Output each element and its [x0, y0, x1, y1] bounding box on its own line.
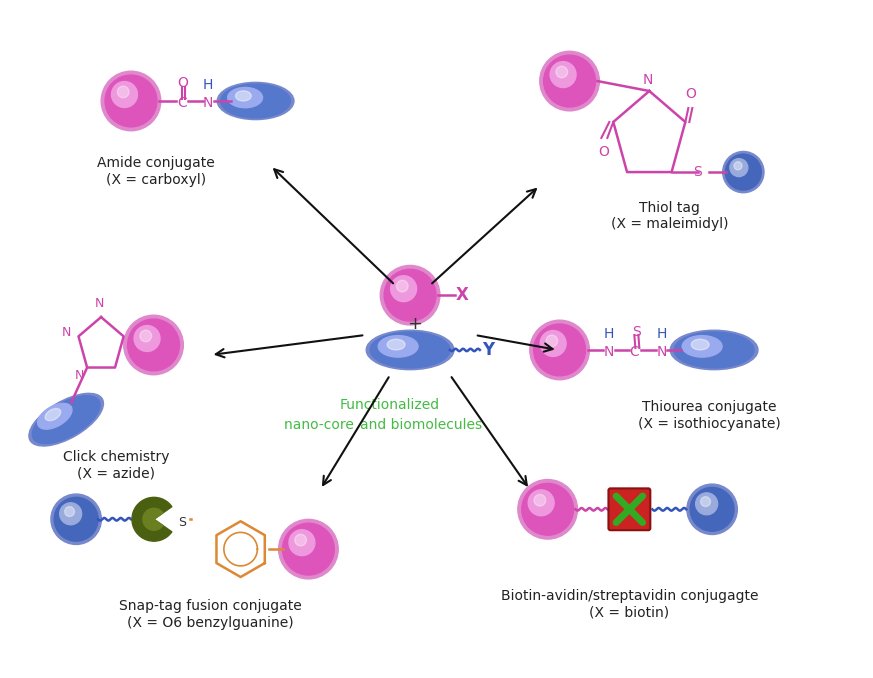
Text: C: C: [177, 96, 187, 110]
Text: (X = isothiocyanate): (X = isothiocyanate): [638, 417, 780, 431]
Ellipse shape: [112, 81, 137, 107]
Ellipse shape: [387, 339, 405, 350]
Text: N: N: [94, 297, 104, 310]
Text: Click chemistry: Click chemistry: [63, 450, 169, 464]
Ellipse shape: [221, 84, 291, 118]
Ellipse shape: [38, 403, 72, 429]
Text: Thiol tag: Thiol tag: [639, 201, 699, 214]
Text: O: O: [685, 87, 696, 101]
Ellipse shape: [105, 75, 157, 127]
Text: O: O: [177, 76, 188, 90]
Ellipse shape: [127, 319, 180, 371]
Ellipse shape: [384, 269, 436, 321]
Ellipse shape: [101, 71, 161, 131]
Ellipse shape: [289, 530, 315, 555]
Text: Snap-tag fusion conjugate: Snap-tag fusion conjugate: [120, 599, 302, 613]
Text: (X = biotin): (X = biotin): [589, 606, 670, 620]
Ellipse shape: [117, 86, 129, 98]
Text: S: S: [693, 165, 702, 179]
Text: and biomolecules: and biomolecules: [361, 418, 483, 432]
Wedge shape: [143, 508, 163, 530]
Ellipse shape: [687, 484, 738, 534]
Text: Biotin-avidin/streptavidin conjugagte: Biotin-avidin/streptavidin conjugagte: [500, 589, 758, 603]
Text: Thiourea conjugate: Thiourea conjugate: [642, 400, 776, 414]
Text: H: H: [203, 78, 213, 92]
Text: Y: Y: [482, 341, 494, 359]
Ellipse shape: [530, 320, 589, 380]
Text: X: X: [456, 286, 469, 304]
Ellipse shape: [534, 494, 546, 506]
Ellipse shape: [378, 336, 418, 357]
Ellipse shape: [533, 324, 586, 376]
Text: S: S: [632, 325, 641, 339]
Ellipse shape: [370, 332, 450, 368]
Text: (X = O6 benzylguanine): (X = O6 benzylguanine): [127, 616, 294, 630]
Ellipse shape: [696, 493, 718, 515]
Wedge shape: [132, 498, 172, 541]
Ellipse shape: [295, 534, 306, 546]
Text: Amide conjugate: Amide conjugate: [97, 156, 215, 170]
Ellipse shape: [217, 82, 294, 119]
Text: (X = maleimidyl): (X = maleimidyl): [610, 218, 728, 231]
Ellipse shape: [283, 523, 334, 575]
Text: S: S: [178, 516, 186, 529]
Text: N: N: [62, 326, 72, 339]
Ellipse shape: [730, 159, 748, 176]
Ellipse shape: [725, 154, 761, 190]
Ellipse shape: [236, 91, 251, 101]
Ellipse shape: [54, 498, 98, 541]
Text: (X = azide): (X = azide): [77, 466, 155, 481]
Text: Functionalized: Functionalized: [340, 398, 440, 412]
Text: H: H: [603, 327, 614, 341]
Ellipse shape: [518, 479, 577, 539]
Ellipse shape: [278, 519, 338, 579]
Text: C: C: [629, 345, 639, 359]
Text: +: +: [408, 315, 423, 333]
Ellipse shape: [32, 396, 100, 443]
Ellipse shape: [29, 393, 104, 446]
Ellipse shape: [701, 497, 711, 506]
Ellipse shape: [550, 62, 576, 87]
Ellipse shape: [691, 339, 709, 350]
Ellipse shape: [522, 483, 574, 535]
Text: N: N: [74, 369, 84, 382]
Text: N: N: [656, 345, 667, 359]
Ellipse shape: [140, 330, 152, 342]
Text: N: N: [203, 96, 213, 110]
Text: nano-core: nano-core: [284, 418, 358, 432]
Ellipse shape: [51, 494, 101, 544]
Ellipse shape: [124, 315, 183, 375]
Ellipse shape: [59, 503, 82, 525]
Ellipse shape: [546, 335, 558, 346]
Ellipse shape: [134, 325, 160, 351]
Text: H: H: [656, 327, 667, 341]
Text: O: O: [598, 145, 608, 159]
Ellipse shape: [540, 331, 566, 357]
Ellipse shape: [381, 265, 440, 325]
Ellipse shape: [45, 408, 61, 421]
Ellipse shape: [390, 276, 416, 302]
Ellipse shape: [540, 52, 600, 111]
Ellipse shape: [528, 490, 554, 516]
Ellipse shape: [734, 162, 742, 170]
Text: N: N: [643, 73, 652, 87]
Ellipse shape: [544, 55, 595, 107]
Ellipse shape: [691, 487, 734, 531]
Ellipse shape: [228, 87, 263, 108]
Ellipse shape: [367, 330, 454, 370]
Ellipse shape: [674, 332, 754, 368]
Ellipse shape: [396, 280, 409, 292]
Text: (X = carboxyl): (X = carboxyl): [106, 173, 206, 186]
Ellipse shape: [682, 336, 722, 357]
Ellipse shape: [723, 151, 764, 193]
FancyBboxPatch shape: [608, 488, 650, 530]
Ellipse shape: [556, 66, 567, 78]
Ellipse shape: [670, 330, 758, 370]
Ellipse shape: [65, 506, 74, 517]
Text: N: N: [603, 345, 614, 359]
